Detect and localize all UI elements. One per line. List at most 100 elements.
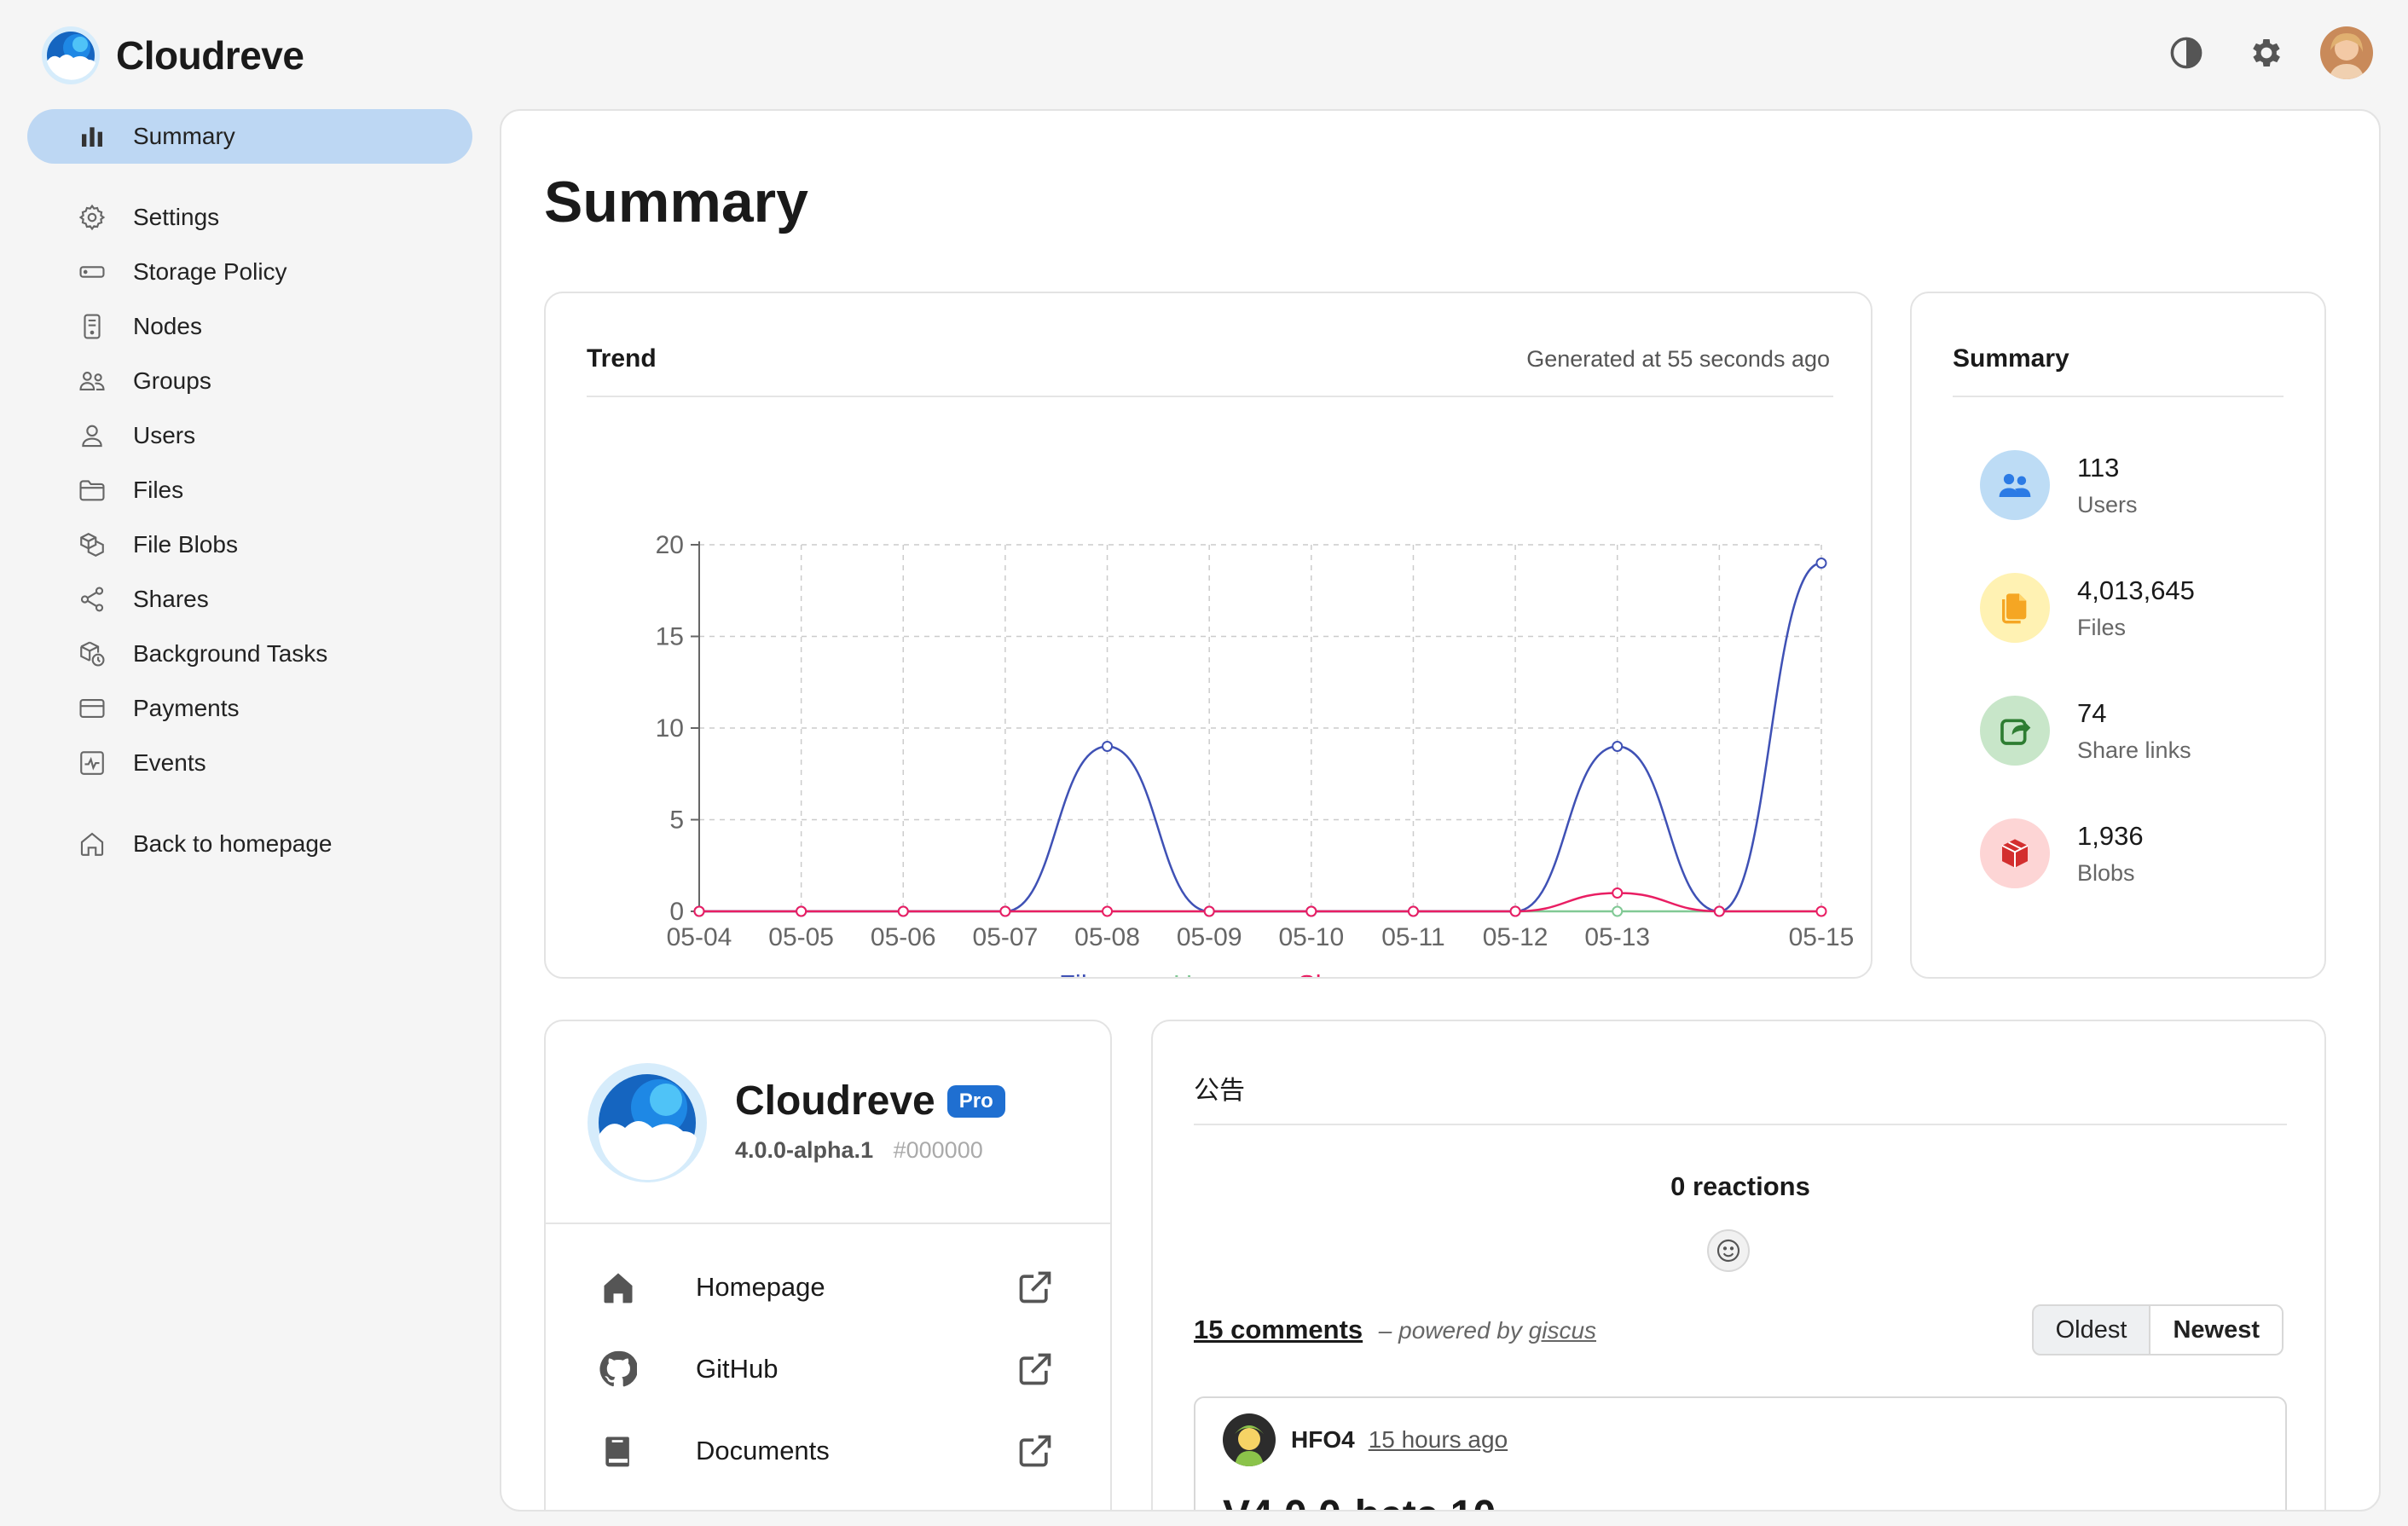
legend-label: Shares [1298, 969, 1381, 979]
github-link[interactable]: GitHub [546, 1328, 1110, 1410]
series-line-files [699, 562, 1822, 913]
sidebar-item-storage-policy[interactable]: Storage Policy [27, 245, 472, 299]
sidebar-item-back-to-homepage[interactable]: Back to homepage [27, 817, 472, 871]
sidebar-item-label: Summary [133, 123, 235, 149]
data-point-files [1102, 741, 1114, 752]
version-info: 4.0.0-alpha.1 #000000 [735, 1137, 983, 1164]
sidebar-item-settings[interactable]: Settings [27, 190, 472, 245]
user-icon [77, 420, 107, 451]
link-label: GitHub [696, 1354, 779, 1384]
blobs-icon [77, 529, 107, 560]
stat-value: 113 [2077, 452, 2120, 483]
sidebar-item-shares[interactable]: Shares [27, 572, 472, 627]
divider [546, 1223, 1110, 1224]
data-point-shares [1815, 905, 1827, 917]
stats-title: Summary [1953, 344, 2069, 373]
avatar [2320, 26, 2373, 79]
github-icon [599, 1350, 638, 1389]
data-point-shares [1713, 905, 1725, 917]
comment-time[interactable]: 15 hours ago [1368, 1426, 1508, 1453]
stat-label: Blobs [2077, 859, 2135, 886]
y-tick-label: 0 [669, 898, 684, 926]
giscus-link[interactable]: giscus [1528, 1317, 1597, 1344]
sidebar: Summary Settings Storage Policy Nodes Gr… [27, 109, 472, 871]
settings-button[interactable] [2239, 26, 2294, 80]
version-hash: #000000 [893, 1137, 983, 1163]
add-reaction-button[interactable] [1707, 1229, 1750, 1272]
stat-label: Users [2077, 491, 2138, 517]
link-label: Homepage [696, 1272, 825, 1302]
announcement-card: 公告 0 reactions 15 comments – powered by … [1151, 1020, 2326, 1510]
stat-label: Files [2077, 614, 2127, 640]
data-point-shares [897, 905, 909, 917]
documents-link[interactable]: Documents [546, 1410, 1110, 1492]
homepage-link[interactable]: Homepage [546, 1246, 1110, 1328]
cloudreve-logo-icon [588, 1063, 707, 1182]
app-logo[interactable]: Cloudreve [41, 26, 304, 85]
x-tick-label: 05-10 [1278, 923, 1344, 951]
version-card: Cloudreve Pro 4.0.0-alpha.1 #000000 Home… [544, 1020, 1112, 1510]
comment-author[interactable]: HFO4 [1291, 1426, 1355, 1453]
sort-oldest-button[interactable]: Oldest [2055, 1315, 2127, 1344]
data-point-shares [1203, 905, 1215, 917]
data-point-shares [796, 905, 807, 917]
sidebar-item-nodes[interactable]: Nodes [27, 299, 472, 354]
storage-icon [77, 257, 107, 287]
sidebar-item-groups[interactable]: Groups [27, 354, 472, 408]
app-name: Cloudreve [116, 33, 304, 78]
sidebar-item-files[interactable]: Files [27, 463, 472, 517]
events-icon [77, 748, 107, 778]
sort-newest-button[interactable]: Newest [2149, 1306, 2282, 1354]
external-link-icon [1019, 1271, 1051, 1303]
card-icon [77, 693, 107, 724]
share-icon [77, 584, 107, 615]
divider [587, 396, 1833, 397]
stat-label: Share links [2077, 737, 2191, 763]
data-point-shares [693, 905, 705, 917]
link-label: Documents [696, 1436, 830, 1465]
series-line-shares [699, 892, 1821, 913]
box-icon [1980, 818, 2050, 888]
x-tick-label: 05-06 [871, 923, 936, 951]
sidebar-item-label: Shares [133, 586, 209, 612]
external-link-icon [1019, 1435, 1051, 1467]
data-point-shares [1102, 905, 1114, 917]
sidebar-item-users[interactable]: Users [27, 408, 472, 463]
gear-icon [77, 202, 107, 233]
sidebar-item-events[interactable]: Events [27, 736, 472, 790]
sidebar-item-label: Storage Policy [133, 258, 287, 285]
sidebar-item-file-blobs[interactable]: File Blobs [27, 517, 472, 572]
gear-icon [2253, 39, 2280, 66]
sidebar-item-payments[interactable]: Payments [27, 681, 472, 736]
sidebar-item-label: Background Tasks [133, 640, 328, 667]
comments-link[interactable]: 15 comments [1194, 1315, 1363, 1344]
divider [1953, 396, 2284, 397]
data-point-shares [999, 905, 1011, 917]
sidebar-item-label: Events [133, 749, 206, 776]
y-tick-label: 15 [656, 623, 684, 651]
smiley-icon [1716, 1239, 1740, 1263]
comment-body: V4.0.0-beta.10 [1223, 1492, 1496, 1510]
sidebar-item-summary[interactable]: Summary [27, 109, 472, 164]
home-icon [599, 1268, 638, 1307]
commenter-avatar[interactable] [1223, 1413, 1276, 1466]
stat-value: 4,013,645 [2077, 575, 2195, 605]
divider [1194, 1124, 2287, 1125]
theme-toggle-button[interactable] [2159, 26, 2214, 80]
data-point-shares [1612, 887, 1624, 899]
version-number: 4.0.0-alpha.1 [735, 1137, 874, 1163]
user-avatar-button[interactable] [2319, 26, 2374, 80]
stat-value: 1,936 [2077, 820, 2144, 851]
comments-header: 15 comments – powered by giscus [1194, 1315, 1596, 1345]
sidebar-item-background-tasks[interactable]: Background Tasks [27, 627, 472, 681]
sidebar-item-label: Payments [133, 695, 240, 721]
sidebar-item-label: Users [133, 422, 196, 448]
home-icon [77, 829, 107, 859]
x-tick-label: 05-04 [667, 923, 732, 951]
version-app-name: Cloudreve Pro [735, 1078, 1005, 1124]
sidebar-item-label: File Blobs [133, 531, 238, 558]
comment-card: HFO4 15 hours ago V4.0.0-beta.10 [1194, 1396, 2287, 1510]
stat-share-links: 74 Share links [1980, 696, 2191, 766]
x-tick-label: 05-11 [1381, 923, 1445, 951]
trend-title: Trend [587, 344, 657, 373]
